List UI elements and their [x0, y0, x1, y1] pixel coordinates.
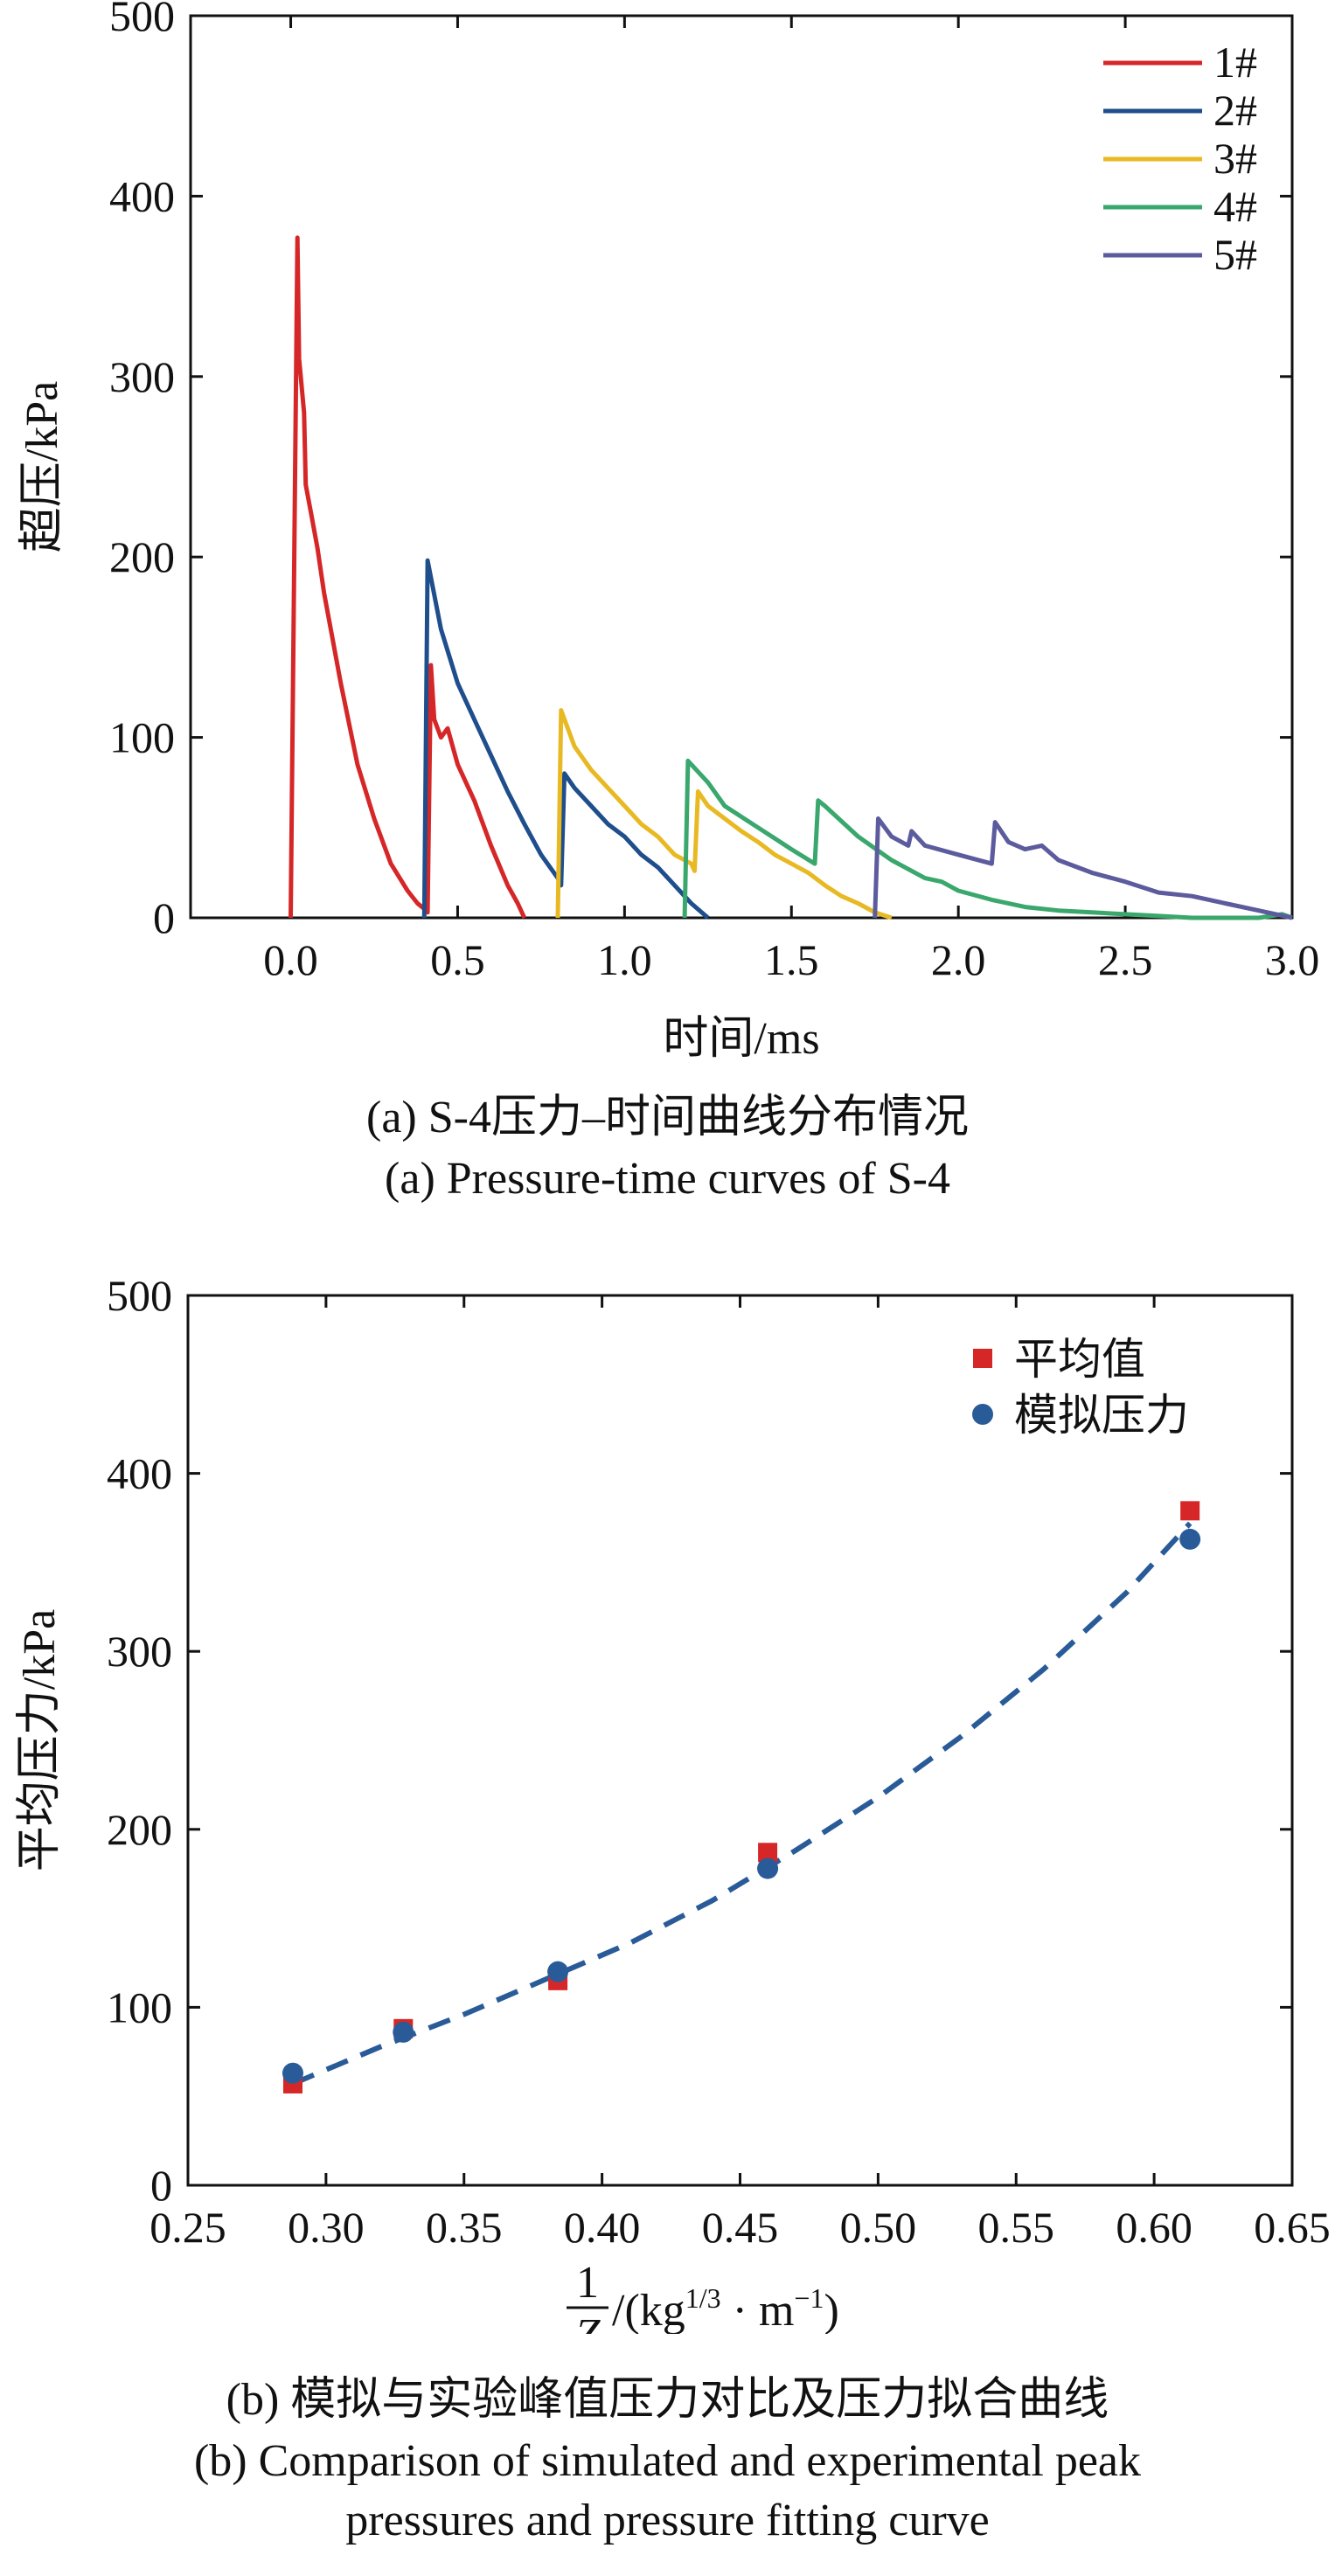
y-axis-label-b: 平均压力/kPa	[15, 1609, 65, 1871]
x-tick-label-b: 0.40	[564, 2203, 641, 2252]
x-tick-label-b: 0.50	[840, 2203, 917, 2252]
chart-a: 0.0 0.5 1.0 1.5 2.0 2.5 3.0 0 100 200 300 400 500 时间/…	[17, 0, 1320, 1064]
y-tick-label-a: 400	[109, 171, 175, 220]
x-axis-label-fraction-den: Z	[575, 2310, 601, 2334]
x-tick-label-a: 2.0	[931, 935, 986, 984]
caption-a-en: (a) Pressure-time curves of S-4	[385, 1154, 950, 1204]
x-axis-label-fraction-num: 1	[576, 2258, 599, 2308]
legend-label-1: 1#	[1213, 38, 1257, 87]
marker-simulated-circle	[757, 1857, 779, 1879]
y-axis-label-a: 超压/kPa	[17, 381, 67, 552]
chart-b: 0.25 0.30 0.35 0.40 0.45 0.50 0.55 0.60 0.65 0 100…	[15, 1271, 1331, 2334]
x-axis-label-unit: /(kg1/3 · m−1)	[612, 2282, 839, 2334]
marker-simulated-circle	[547, 1961, 569, 1982]
series-line-5	[873, 816, 1293, 920]
x-axis-label-a: 时间/ms	[663, 1014, 819, 1064]
marker-simulated-circle	[393, 2021, 414, 2043]
y-tick-label-b: 500	[107, 1271, 172, 1320]
y-tick-label-b: 400	[107, 1449, 172, 1498]
x-tick-label-a: 1.0	[597, 935, 652, 984]
x-tick-label-b: 0.35	[426, 2203, 503, 2252]
series-line-2	[421, 558, 710, 920]
y-tick-label-b: 200	[107, 1805, 172, 1854]
marker-simulated-circle	[1179, 1528, 1201, 1550]
y-tick-label-b: 100	[107, 1982, 172, 2031]
y-tick-label-a: 500	[109, 0, 175, 40]
x-tick-label-b: 0.60	[1116, 2203, 1192, 2252]
x-tick-label-b: 0.30	[288, 2203, 365, 2252]
fit-curve-dashed	[291, 1521, 1192, 2086]
legend-label-4: 4#	[1213, 182, 1257, 231]
x-tick-label-b: 0.55	[978, 2203, 1055, 2252]
legend-label-5: 5#	[1213, 230, 1257, 279]
legend-swatch-simulated	[972, 1404, 993, 1425]
series-line-4	[682, 758, 1293, 920]
marker-simulated-circle	[282, 2062, 303, 2084]
y-tick-label-a: 200	[109, 532, 175, 581]
x-tick-label-a: 1.5	[764, 935, 819, 984]
x-tick-label-a: 3.0	[1265, 935, 1320, 984]
caption-b-en-line2: pressures and pressure fitting curve	[345, 2496, 990, 2545]
marker-average-square	[1180, 1501, 1200, 1521]
legend-label-3: 3#	[1213, 134, 1257, 183]
plot-frame-a	[189, 14, 1294, 920]
legend-label-2: 2#	[1213, 86, 1257, 135]
panel-b: 0.25 0.30 0.35 0.40 0.45 0.50 0.55 0.60 0.65 0 100…	[0, 1259, 1335, 2576]
marker-average-square	[758, 1843, 778, 1863]
caption-b-en-line1: (b) Comparison of simulated and experime…	[193, 2436, 1141, 2486]
y-tick-label-a: 300	[109, 352, 175, 401]
x-tick-label-a: 2.5	[1098, 935, 1153, 984]
x-tick-label-b: 0.45	[702, 2203, 779, 2252]
series-line-3	[555, 708, 893, 920]
x-tick-label-b: 0.25	[149, 2203, 226, 2252]
y-tick-label-b: 0	[150, 2161, 172, 2210]
caption-a-cn: (a) S-4压力–时间曲线分布情况	[366, 1093, 969, 1142]
y-tick-label-a: 100	[109, 713, 175, 762]
x-tick-label-b: 0.65	[1254, 2203, 1331, 2252]
legend-label-average: 平均值	[1014, 1335, 1145, 1384]
legend-swatch-average	[973, 1349, 992, 1368]
panel-a: 0.0 0.5 1.0 1.5 2.0 2.5 3.0 0 100 200 300 400 500 时间/…	[0, 0, 1335, 1259]
y-tick-label-b: 300	[107, 1627, 172, 1676]
x-tick-label-a: 0.0	[263, 935, 318, 984]
x-tick-label-a: 0.5	[430, 935, 485, 984]
legend-label-simulated: 模拟压力	[1014, 1391, 1189, 1440]
series-line-1	[289, 235, 527, 920]
caption-b-cn: (b) 模拟与实验峰值压力对比及压力拟合曲线	[226, 2375, 1109, 2425]
y-tick-label-a: 0	[153, 893, 175, 942]
